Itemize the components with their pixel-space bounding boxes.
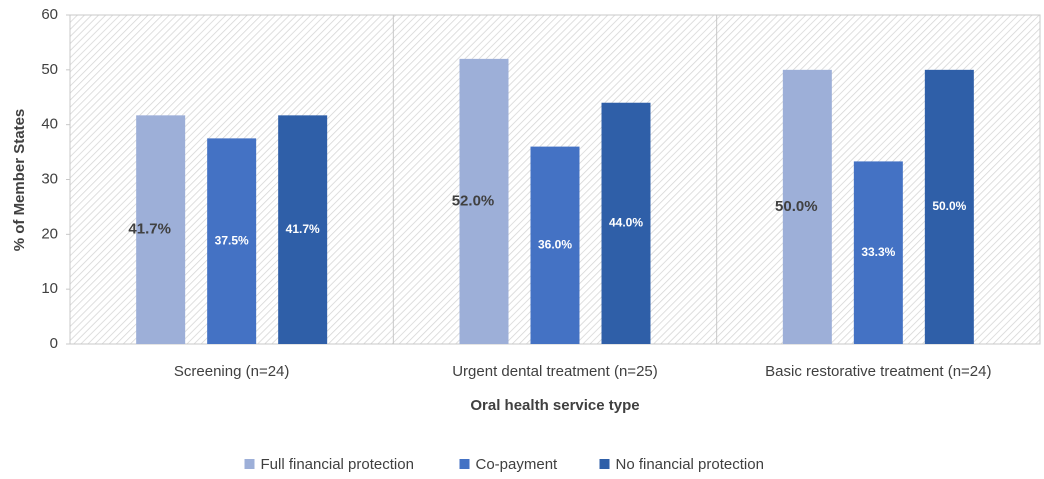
- x-tick-label: Screening (n=24): [174, 363, 290, 380]
- bar: [601, 102, 651, 344]
- legend-swatch: [459, 459, 470, 469]
- legend-swatch: [244, 459, 255, 469]
- bar: [207, 138, 257, 344]
- data-label: 41.7%: [128, 221, 171, 238]
- bar: [459, 58, 509, 344]
- data-label: 52.0%: [452, 192, 495, 209]
- legend-swatch: [599, 459, 610, 469]
- bar: [853, 161, 903, 344]
- legend-label: Full financial protection: [261, 456, 414, 473]
- data-label: 41.7%: [286, 222, 320, 236]
- x-tick-label: Urgent dental treatment (n=25): [452, 363, 658, 380]
- bar: [136, 115, 186, 344]
- y-tick-label: 40: [41, 116, 58, 133]
- y-tick-label: 30: [41, 170, 58, 187]
- x-tick-label: Basic restorative treatment (n=24): [765, 363, 991, 380]
- y-tick-label: 10: [41, 280, 58, 297]
- data-label: 50.0%: [932, 199, 966, 213]
- data-label: 44.0%: [609, 216, 643, 230]
- data-label: 36.0%: [538, 237, 572, 251]
- y-tick-label: 50: [41, 61, 58, 78]
- x-axis-title: Oral health service type: [470, 397, 639, 414]
- bar: [530, 146, 580, 344]
- y-tick-label: 20: [41, 225, 58, 242]
- y-tick-label: 60: [41, 6, 58, 23]
- y-tick-label: 0: [50, 335, 58, 352]
- legend-label: Co-payment: [476, 456, 559, 473]
- bar: [924, 69, 974, 344]
- bar: [278, 115, 328, 344]
- bar: [782, 69, 832, 344]
- data-label: 37.5%: [215, 233, 249, 247]
- legend-label: No financial protection: [616, 456, 764, 473]
- data-label: 50.0%: [775, 198, 818, 215]
- y-axis-title: % of Member States: [11, 109, 28, 252]
- data-label: 33.3%: [861, 245, 895, 259]
